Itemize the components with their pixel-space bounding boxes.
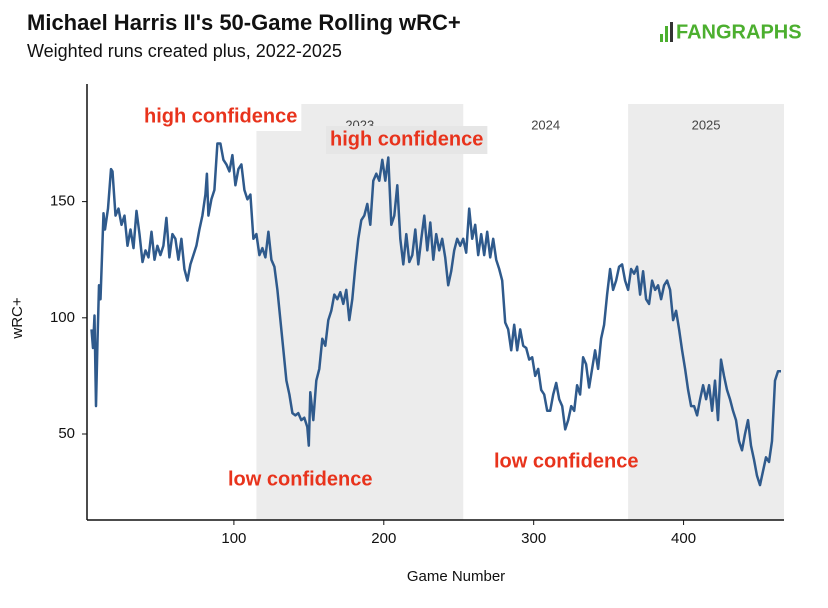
- logo-icon: [660, 22, 673, 42]
- x-tick-label: 200: [371, 530, 396, 547]
- annotation: low confidence: [494, 450, 638, 472]
- y-tick-label: 150: [50, 193, 75, 210]
- season-band: [256, 104, 464, 520]
- chart-subtitle: Weighted runs created plus, 2022-2025: [27, 41, 342, 61]
- season-label: 2025: [692, 117, 721, 132]
- x-tick-label: 400: [671, 530, 696, 547]
- line: [90, 142, 781, 487]
- annotation: high confidence: [330, 128, 483, 150]
- y-axis-label: wRC+: [9, 297, 26, 339]
- x-axis-label: Game Number: [407, 568, 505, 585]
- y-tick-label: 50: [58, 425, 75, 442]
- x-tick-label: 300: [521, 530, 546, 547]
- season-label: 2024: [531, 117, 560, 132]
- y-tick-label: 100: [50, 309, 75, 326]
- annotation: low confidence: [228, 468, 372, 490]
- season-band: [628, 104, 784, 520]
- annotation: high confidence: [144, 105, 297, 127]
- x-tick-label: 100: [221, 530, 246, 547]
- annotation-background: [326, 126, 488, 154]
- annotation-background: [140, 103, 302, 131]
- logo: FANGRAPHS: [676, 21, 802, 43]
- chart-title: Michael Harris II's 50-Game Rolling wRC+: [27, 10, 461, 35]
